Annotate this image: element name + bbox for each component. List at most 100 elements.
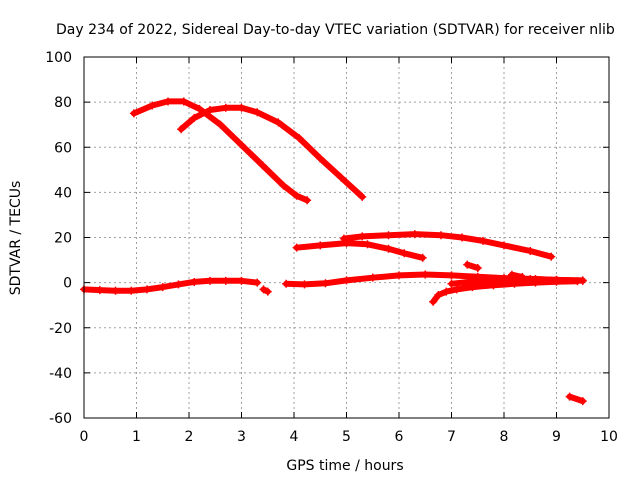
data-point: [384, 244, 393, 253]
x-tick-label: 5: [342, 429, 351, 445]
x-tick-label: 1: [132, 429, 141, 445]
data-point: [274, 118, 283, 127]
data-point: [434, 291, 443, 300]
data-point: [292, 243, 301, 252]
data-point: [321, 279, 330, 288]
data-point: [547, 252, 556, 261]
y-tick-label: 40: [54, 185, 72, 201]
data-series: [259, 285, 272, 296]
x-tick-label: 4: [290, 429, 299, 445]
x-tick-label: 8: [500, 429, 509, 445]
data-point: [565, 392, 574, 401]
data-point: [295, 134, 304, 143]
data-point: [237, 140, 246, 149]
data-point: [300, 280, 309, 289]
data-point: [179, 97, 188, 106]
data-point: [337, 173, 346, 182]
x-tick-label: 0: [80, 429, 89, 445]
data-point: [363, 240, 372, 249]
data-series: [339, 230, 556, 261]
data-point: [518, 272, 527, 281]
data-point: [578, 276, 587, 285]
data-point: [190, 113, 199, 122]
data-series: [463, 260, 482, 272]
y-tick-label: 0: [63, 276, 72, 292]
ticks: 0 1 2 3 4 5 6 7 8 9 10 -60 -40 -20 0 20 40 60 80 100: [45, 50, 618, 445]
data-point: [473, 263, 482, 272]
data-point: [452, 285, 461, 294]
data-point: [526, 247, 535, 256]
data-series: [565, 392, 587, 406]
data-point: [463, 260, 472, 269]
data-point: [418, 253, 427, 262]
data-point: [316, 241, 325, 250]
data-point: [279, 181, 288, 190]
data-point: [221, 276, 230, 285]
data-point: [143, 285, 151, 294]
y-tick-label: -20: [49, 321, 72, 337]
data-series: [507, 270, 527, 281]
data-point: [95, 286, 104, 295]
x-tick-label: 2: [185, 429, 194, 445]
data-point: [253, 108, 262, 117]
data-point: [127, 286, 136, 295]
data-point: [292, 191, 301, 200]
chart-title: Day 234 of 2022, Sidereal Day-to-day VTE…: [56, 22, 615, 38]
data-series: [447, 274, 587, 288]
data-point: [531, 275, 540, 284]
y-tick-label: 100: [45, 50, 72, 66]
data-point: [259, 285, 268, 294]
y-axis-label: SDTVAR / TECUs: [8, 181, 24, 296]
data-point: [206, 106, 214, 115]
data-point: [489, 275, 498, 284]
data-point: [237, 103, 246, 112]
x-tick-label: 9: [552, 429, 561, 445]
x-tick-label: 3: [237, 429, 246, 445]
y-tick-label: 80: [54, 95, 72, 111]
y-tick-label: 20: [54, 231, 72, 247]
x-tick-label: 6: [395, 429, 404, 445]
data-point: [447, 279, 456, 288]
data-point: [395, 271, 403, 280]
data-point: [164, 97, 172, 106]
data-point: [129, 109, 138, 118]
x-tick-label: 10: [600, 429, 618, 445]
data-point: [421, 270, 430, 279]
y-tick-label: -40: [49, 366, 72, 382]
data-point: [437, 231, 445, 240]
data-point: [221, 103, 230, 112]
data-point: [177, 125, 186, 134]
data-point: [368, 273, 377, 282]
data-point: [410, 230, 419, 239]
data-point: [442, 287, 451, 296]
x-axis-label: GPS time / hours: [286, 458, 403, 474]
data-point: [316, 154, 325, 163]
data-point: [358, 192, 367, 201]
data-point: [148, 101, 157, 110]
data-point: [174, 280, 183, 289]
data-point: [303, 196, 312, 205]
data-point: [507, 270, 516, 279]
data-point: [479, 236, 487, 245]
data-series: [177, 103, 367, 201]
data-point: [195, 104, 204, 113]
data-point: [358, 232, 367, 241]
data-series: [129, 97, 312, 205]
data-point: [158, 283, 167, 292]
data-point: [237, 276, 246, 285]
data-series: [80, 276, 262, 295]
series-trace: [340, 231, 555, 260]
data-point: [216, 120, 225, 129]
data-point: [258, 161, 267, 170]
data-point: [500, 241, 508, 250]
data-point: [282, 279, 291, 288]
data-point: [263, 287, 272, 296]
data-point: [190, 277, 199, 286]
data-point: [447, 271, 456, 280]
data-point: [468, 277, 477, 286]
data-point: [253, 278, 262, 287]
series-layer: [80, 97, 587, 406]
data-point: [552, 275, 561, 284]
